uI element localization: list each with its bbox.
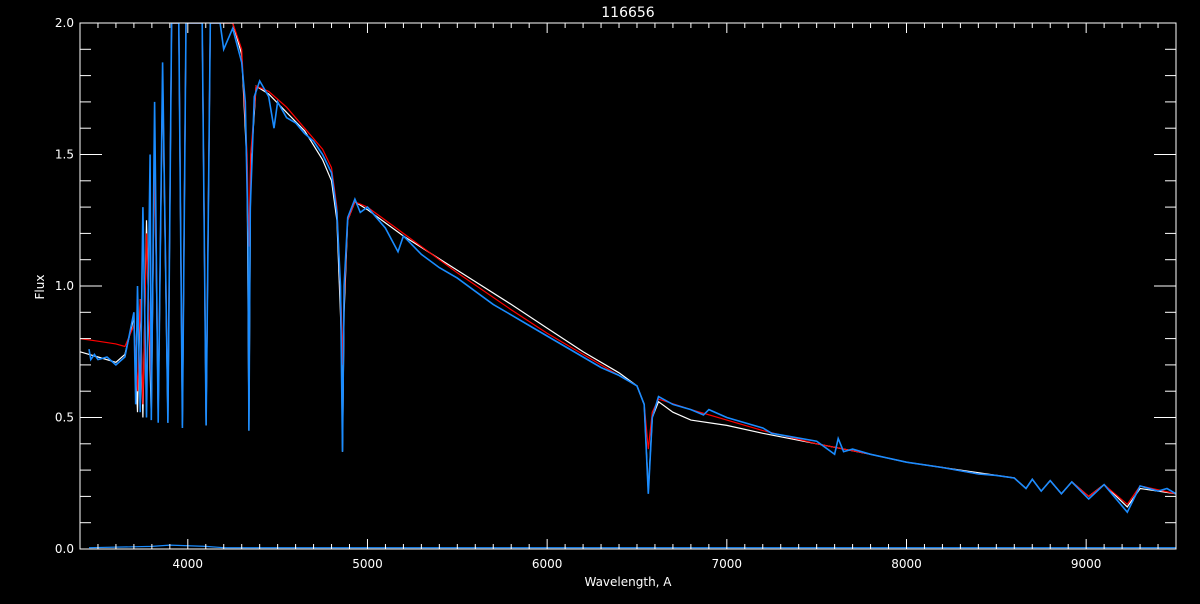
y-tick-label: 1.5 [55, 148, 74, 162]
y-tick-label: 0.5 [55, 411, 74, 425]
y-tick-label: 0.0 [55, 542, 74, 556]
x-tick-label: 7000 [712, 557, 743, 571]
y-tick-label: 1.0 [55, 279, 74, 293]
chart-title: 116656 [601, 5, 655, 21]
x-tick-label: 8000 [891, 557, 922, 571]
series-line-3 [88, 544, 1176, 549]
y-tick-label: 2.0 [55, 16, 74, 30]
x-tick-label: 9000 [1071, 557, 1102, 571]
axes-layer: 4000 5000 6000 7000 8000 9000 0.0 0.5 1.0 1.5 2.0 [55, 16, 1177, 571]
x-axis-label: Wavelength, A [584, 575, 672, 589]
x-tick-label: 4000 [173, 557, 204, 571]
y-axis-label: Flux [33, 275, 47, 300]
series-layer [80, 23, 1176, 549]
x-tick-label: 5000 [352, 557, 383, 571]
series-line-2 [88, 23, 1176, 514]
x-tick-label: 6000 [532, 557, 563, 571]
